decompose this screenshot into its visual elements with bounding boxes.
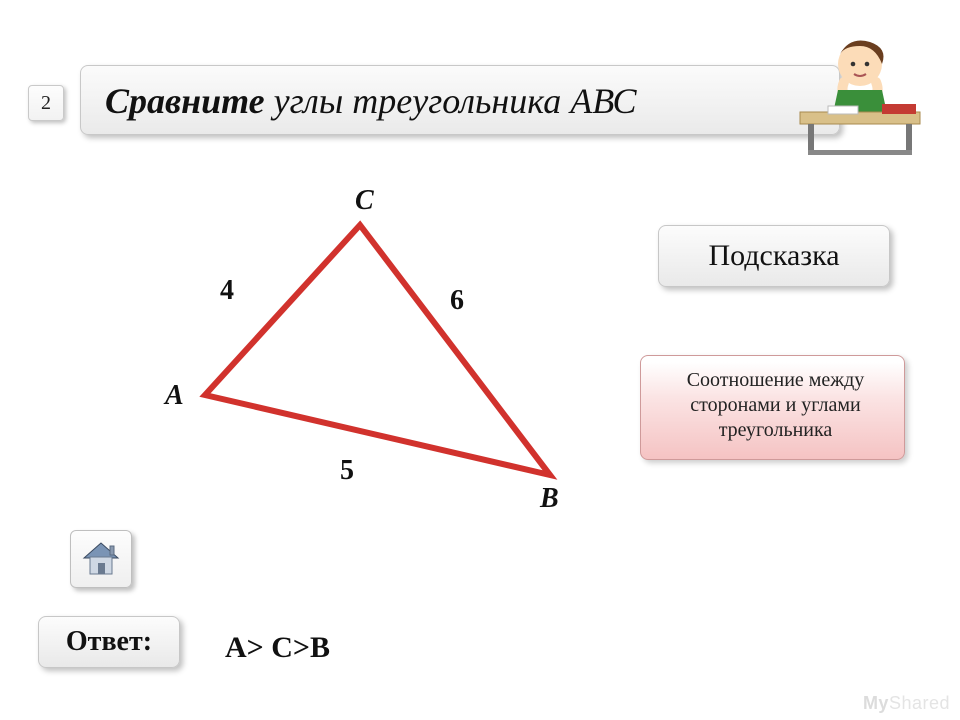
- side-label-ab: 5: [340, 455, 354, 487]
- student-illustration: [790, 30, 930, 160]
- watermark: MyShared: [863, 693, 950, 714]
- hint-line-3: треугольника: [719, 419, 833, 441]
- vertex-label-c: С: [355, 185, 374, 217]
- side-label-ac: 4: [220, 275, 234, 307]
- vertex-label-a: А: [165, 380, 184, 412]
- watermark-rest: Shared: [889, 693, 950, 713]
- answer-button[interactable]: Ответ:: [38, 616, 180, 668]
- home-icon: [81, 540, 121, 578]
- question-bar: Сравните углы треугольника АВС: [80, 65, 840, 135]
- question-rest: углы треугольника АВС: [265, 81, 637, 121]
- watermark-prefix: My: [863, 693, 889, 713]
- hint-button[interactable]: Подсказка: [658, 225, 890, 287]
- hint-box: Соотношение между сторонами и углами тре…: [640, 355, 905, 460]
- triangle-diagram: А В С 4 6 5: [150, 185, 590, 525]
- hint-line-2: сторонами и углами: [690, 394, 860, 416]
- side-label-cb: 6: [450, 285, 464, 317]
- question-strong: Сравните: [105, 81, 265, 121]
- vertex-label-b: В: [540, 483, 559, 515]
- home-button[interactable]: [70, 530, 132, 588]
- answer-text: A> C>B: [225, 631, 330, 665]
- question-number-badge: 2: [28, 85, 64, 121]
- hint-line-1: Соотношение между: [687, 369, 865, 391]
